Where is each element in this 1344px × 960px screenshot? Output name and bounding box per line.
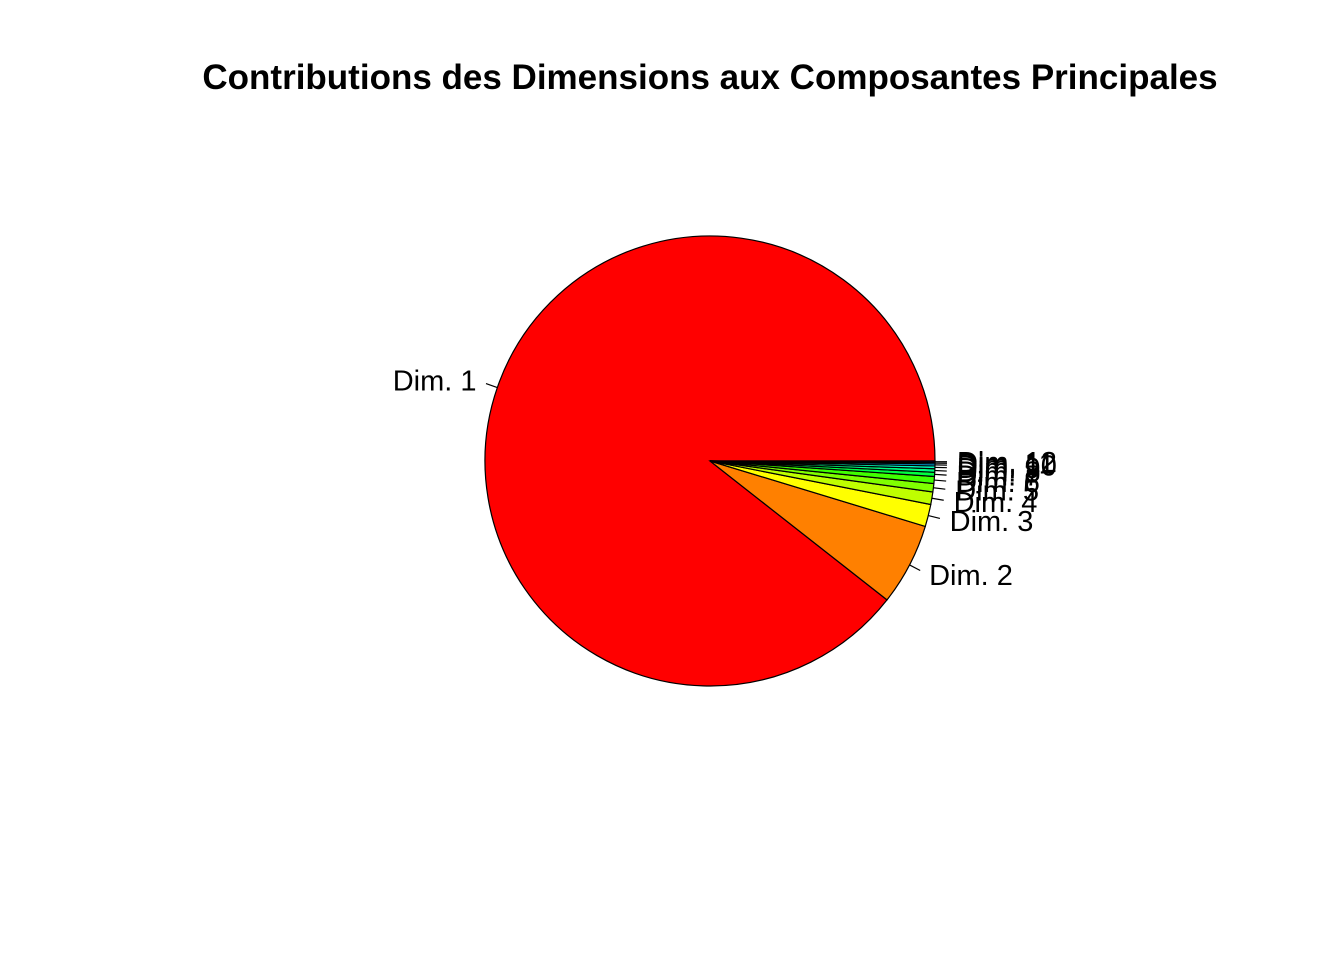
slice-label-11: Dim. 11: [957, 448, 1055, 480]
label-tick-3: [928, 514, 941, 520]
slice-label-10: Dim. 10: [957, 450, 1057, 482]
slice-label-2: Dim. 2: [929, 560, 1013, 592]
chart-title: Contributions des Dimensions aux Composa…: [202, 58, 1218, 97]
slice-label-8: Dim. 8: [957, 456, 1041, 488]
label-tick-7: [934, 473, 947, 476]
label-tick-4: [931, 497, 944, 501]
label-tick-5: [933, 487, 946, 490]
slice-label-6: Dim. 6: [956, 467, 1040, 499]
slice-label-5: Dim. 5: [955, 475, 1039, 507]
slice-label-1: Dim. 1: [393, 365, 477, 397]
slice-label-9: Dim. 9: [957, 453, 1041, 485]
label-tick-8: [934, 469, 947, 472]
slice-label-4: Dim. 4: [954, 487, 1038, 519]
pie-slices: [484, 235, 936, 687]
label-tick-1: [485, 383, 498, 389]
label-tick-6: [934, 479, 947, 482]
label-tick-2: [909, 564, 921, 572]
label-ticks: [485, 383, 948, 572]
slice-label-3: Dim. 3: [950, 506, 1034, 538]
slice-label-12: Dim. 12: [957, 447, 1057, 479]
slice-label-7: Dim. 7: [957, 461, 1041, 493]
